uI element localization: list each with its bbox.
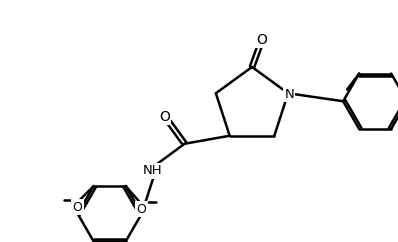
Text: N: N xyxy=(284,88,294,101)
Text: O: O xyxy=(137,203,146,216)
Text: NH: NH xyxy=(143,164,162,177)
Text: O: O xyxy=(159,110,170,124)
Text: O: O xyxy=(73,201,83,213)
Text: O: O xyxy=(257,33,267,47)
